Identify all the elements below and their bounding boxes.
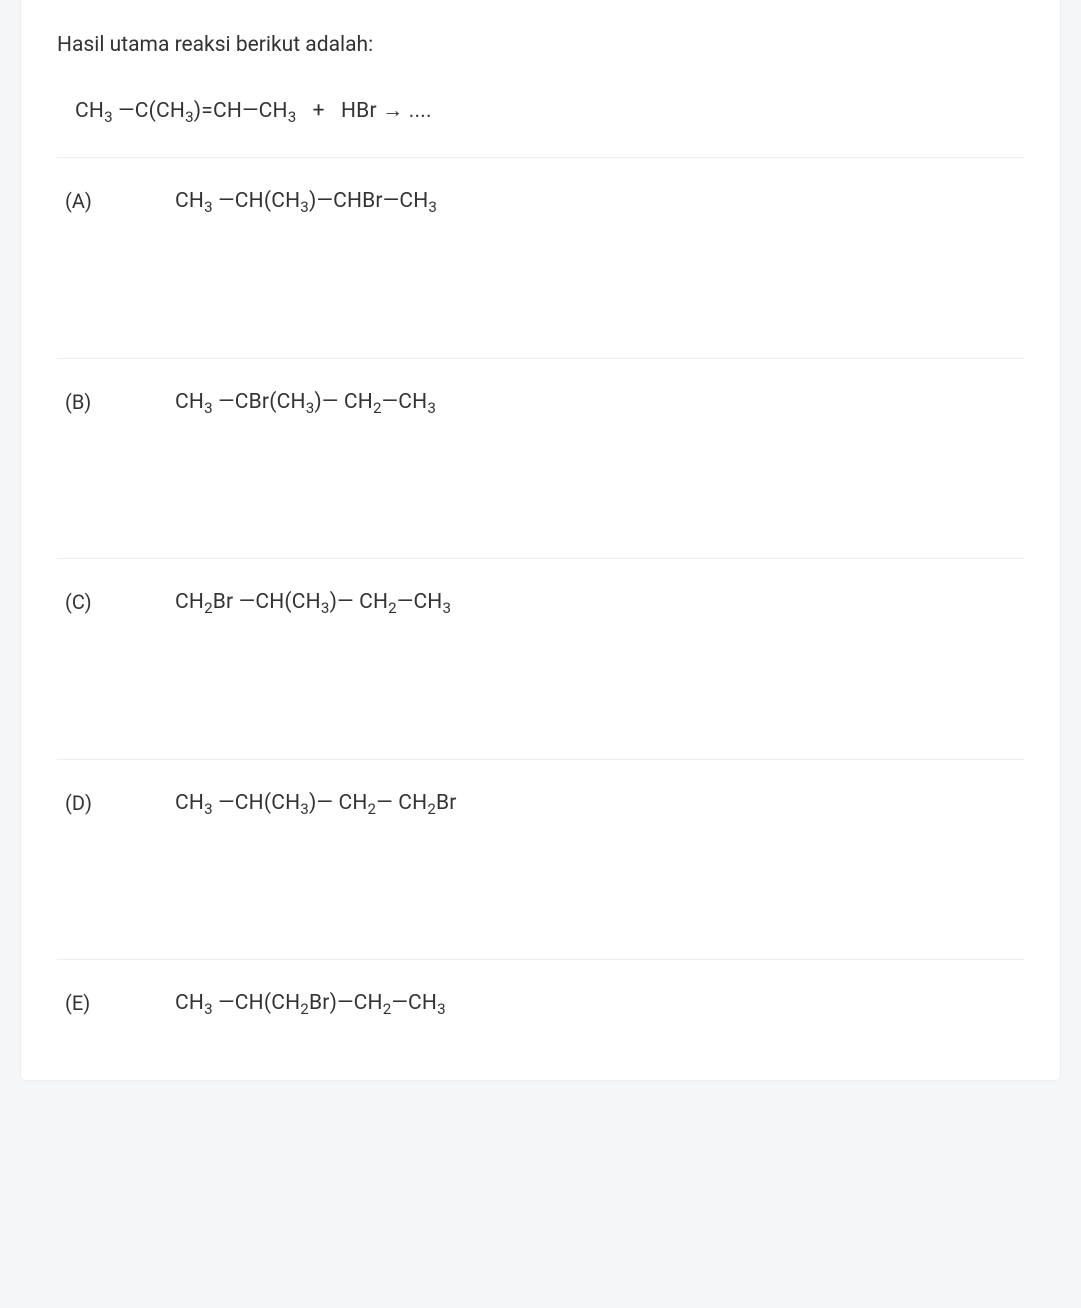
answer-option-b[interactable]: (B) CH3 —CBr(CH3)— CH2—CH3	[57, 359, 1024, 559]
answer-option-d[interactable]: (D) CH3 —CH(CH3)— CH2— CH2Br	[57, 760, 1024, 960]
answer-option-a[interactable]: (A) CH3 —CH(CH3)—CHBr—CH3	[57, 158, 1024, 358]
option-formula: CH2Br —CH(CH3)— CH2—CH3	[175, 587, 451, 619]
option-label: (D)	[65, 788, 175, 818]
option-label: (B)	[65, 387, 175, 417]
answer-option-e[interactable]: (E) CH3 —CH(CH2Br)—CH2—CH3	[57, 960, 1024, 1050]
option-formula: CH3 —CBr(CH3)— CH2—CH3	[175, 387, 436, 419]
option-label: (E)	[65, 988, 175, 1018]
option-formula: CH3 —CH(CH3)—CHBr—CH3	[175, 186, 437, 218]
option-formula: CH3 —CH(CH2Br)—CH2—CH3	[175, 988, 446, 1020]
question-card: Hasil utama reaksi berikut adalah: CH3 —…	[20, 0, 1061, 1081]
question-equation: CH3 —C(CH3)=CH—CH3 + HBr → ....	[75, 96, 1024, 128]
option-label: (C)	[65, 587, 175, 617]
answer-option-c[interactable]: (C) CH2Br —CH(CH3)— CH2—CH3	[57, 559, 1024, 759]
option-formula: CH3 —CH(CH3)— CH2— CH2Br	[175, 788, 457, 820]
option-label: (A)	[65, 186, 175, 216]
question-prompt: Hasil utama reaksi berikut adalah:	[57, 30, 1024, 62]
